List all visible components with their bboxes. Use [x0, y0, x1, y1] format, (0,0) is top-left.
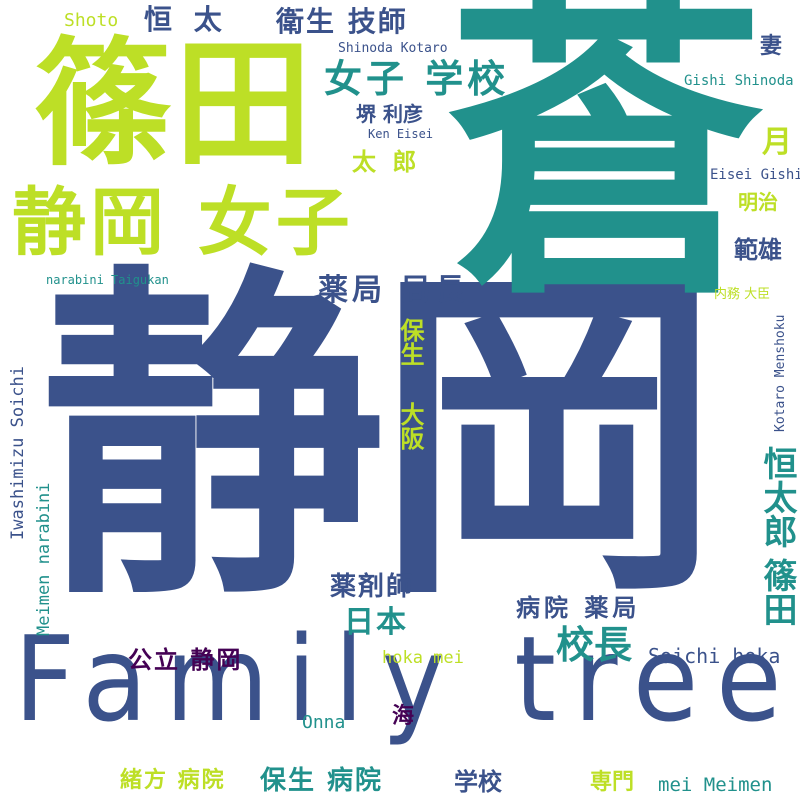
word-hoka-mei: hoka mei — [382, 648, 464, 668]
word-tsuma: 妻 — [760, 34, 783, 59]
word-mei-meimen: mei Meimen — [658, 774, 773, 796]
word-umi: 海 — [392, 704, 415, 729]
word-gishi-shinoda: Gishi Shinoda — [684, 73, 794, 89]
word-hosei-vertical: 保生 — [396, 318, 424, 366]
word-yakkyoku-kyokucho: 薬局 局長 — [318, 273, 469, 308]
word-shinoda-kotaro: Shinoda Kotaro — [338, 41, 448, 56]
word-osaka-vertical: 大阪 — [396, 402, 424, 450]
word-soichi-hoka: Soichi hoka — [648, 644, 781, 668]
word-naimu-daijin: 内務 大臣 — [714, 287, 771, 302]
word-sakai-toshihiko: 堺 利彦 — [356, 102, 423, 126]
word-family-tree: Family tree — [14, 610, 800, 748]
word-shoto: Shoto — [64, 10, 119, 31]
word-yakuzaishi: 薬剤師 — [330, 572, 415, 602]
word-onna: Onna — [302, 712, 346, 733]
word-senmon: 専門 — [590, 770, 635, 795]
word-meimen-narabini: Meimen narabini — [34, 482, 54, 636]
word-shizuoka-joshi: 静岡 女子 — [12, 180, 354, 266]
word-shinoda-large: 篠田 — [34, 24, 315, 185]
word-ken-eisei: Ken Eisei — [368, 127, 434, 141]
word-tsuki: 月 — [762, 125, 792, 160]
word-narabini-taigukan: narabini Taigukan — [46, 273, 169, 287]
word-kota: 恒 太 — [144, 3, 228, 36]
word-meiji: 明治 — [738, 190, 778, 214]
word-eisei-gishi-roman: Eisei Gishi — [710, 167, 800, 183]
word-gakko: 学校 — [454, 768, 502, 796]
word-shizuoka-large: 静岡 — [40, 240, 720, 641]
word-kotaro-menshoku: Kotaro Menshoku — [773, 314, 788, 432]
word-hosei-byoin: 保生 病院 — [260, 766, 384, 796]
word-joshi-gakko: 女子 学校 — [324, 57, 510, 101]
word-ogata-byoin: 緒方 病院 — [120, 768, 226, 793]
word-kotaro-vertical: 恒太郎 — [757, 446, 797, 548]
word-kocho: 校長 — [556, 623, 633, 667]
word-byoin-yakkyoku: 病院 薬局 — [516, 594, 641, 622]
word-shinoda-vertical: 篠田 — [757, 558, 797, 626]
word-koritsu-shizuoka: 公立 静岡 — [128, 646, 243, 674]
word-eisei-gishi: 衛生 技師 — [276, 5, 408, 38]
word-ao: 蒼 — [446, 0, 766, 338]
word-norio: 範雄 — [734, 236, 782, 264]
word-taro: 太 郎 — [352, 148, 421, 176]
word-nihon: 日本 — [344, 605, 408, 640]
word-iwashimizu-soichi: Iwashimizu Soichi — [8, 366, 28, 540]
